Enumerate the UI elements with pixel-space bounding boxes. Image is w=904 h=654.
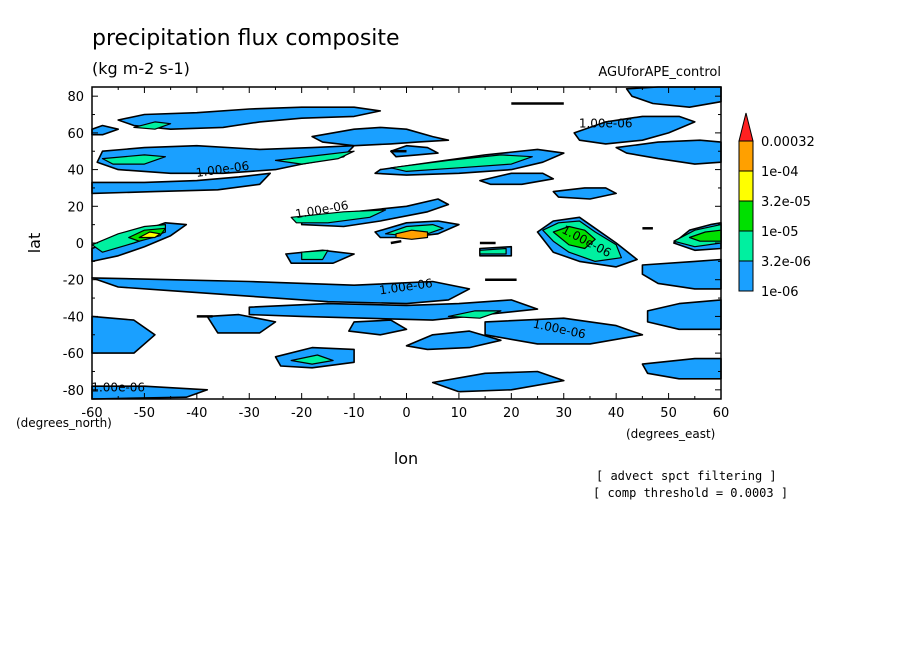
y-tick-label-1: -60	[63, 347, 84, 362]
contour-region-22	[91, 315, 156, 354]
y-axis-ticks: -80 -60 -40 -20 0 20 40 60 80	[63, 90, 721, 399]
contour-region-49	[395, 229, 429, 240]
annotation-threshold: [ comp threshold = 0.0003 ]	[593, 486, 789, 500]
y-tick-label-7: 60	[67, 127, 84, 142]
y-axis-label: lat	[25, 233, 44, 254]
x-tick-label-6: 0	[402, 406, 410, 421]
x-tick-label-1: -50	[134, 406, 155, 421]
colorbar-label-5: 0.00032	[761, 135, 815, 150]
y-axis-units: (degrees_north)	[16, 416, 112, 430]
contour-region-1	[117, 106, 382, 130]
contour-fills	[91, 86, 722, 400]
contour-region-5	[389, 144, 439, 158]
x-axis-units: (degrees_east)	[626, 427, 715, 441]
colorbar-label-3: 3.2e-05	[761, 195, 811, 210]
x-tick-label-3: -30	[239, 406, 260, 421]
contour-region-41	[301, 249, 329, 261]
contour-region-32	[133, 121, 172, 130]
contour-region-46	[552, 225, 596, 250]
contour-region-3	[91, 172, 272, 195]
contour-region-30	[431, 370, 565, 393]
y-tick-label-2: -40	[63, 310, 84, 325]
contour-region-4	[311, 126, 450, 147]
contour-region-34	[274, 150, 355, 165]
colorbar-swatch-2	[738, 200, 754, 232]
contour-region-8	[573, 115, 696, 145]
contour-region-33	[101, 154, 166, 165]
contour-region-11	[552, 187, 618, 200]
contour-label-6: 1.00e-06	[91, 381, 145, 395]
colorbar: 1e-06 3.2e-06 1e-05 3.2e-05 1e-04 0.00032	[738, 112, 815, 300]
contour-region-9	[615, 139, 722, 165]
colorbar-swatch-0	[738, 260, 754, 292]
contour-region-48	[138, 231, 161, 239]
y-tick-label-8: 80	[67, 90, 84, 105]
annotation-filtering: [ advect spct filtering ]	[596, 469, 777, 483]
y-tick-label-0: -80	[63, 384, 84, 399]
contour-region-24	[347, 319, 408, 336]
x-tick-label-11: 50	[660, 406, 677, 421]
y-tick-label-4: 0	[76, 237, 84, 252]
x-tick-label-8: 20	[503, 406, 520, 421]
colorbar-swatch-4	[738, 140, 754, 172]
colorbar-label-4: 1e-04	[761, 165, 799, 180]
contour-region-35	[390, 154, 533, 172]
contour-region-43	[447, 310, 502, 319]
run-label: AGUforAPE_control	[598, 65, 721, 80]
contour-region-10	[625, 86, 722, 108]
x-tick-label-7: 10	[451, 406, 468, 421]
contour-region-7	[479, 172, 555, 186]
colorbar-arrow	[738, 112, 754, 142]
x-axis-label: lon	[394, 449, 418, 468]
contour-region-21	[641, 258, 722, 290]
x-tick-label-9: 30	[555, 406, 572, 421]
contour-lines	[196, 102, 653, 318]
contour-region-25	[405, 330, 502, 351]
contour-region-23	[206, 313, 277, 334]
x-tick-label-0: -60	[81, 406, 102, 421]
y-tick-label-3: -20	[63, 274, 84, 289]
x-tick-label-12: 60	[713, 406, 730, 421]
y-tick-label-6: 40	[67, 164, 84, 179]
colorbar-swatch-3	[738, 170, 754, 202]
contour-region-19	[91, 277, 471, 305]
x-tick-label-4: -20	[291, 406, 312, 421]
colorbar-label-0: 1e-06	[761, 285, 799, 300]
contour-label-0: 1.00e-06	[579, 116, 633, 130]
colorbar-swatch-1	[738, 230, 754, 262]
x-tick-label-10: 40	[608, 406, 625, 421]
x-tick-label-2: -40	[186, 406, 207, 421]
colorbar-label-2: 1e-05	[761, 225, 799, 240]
contour-region-36	[290, 209, 387, 224]
contour-region-26	[484, 317, 644, 345]
contour-line-2	[390, 239, 402, 245]
contour-region-31	[641, 357, 722, 380]
x-axis-ticks: -60 -50 -40 -30 -20 -10 0 10 20 30 40 50 60	[81, 87, 729, 421]
y-tick-label-5: 20	[67, 200, 84, 215]
chart-units: (kg m-2 s-1)	[92, 59, 190, 78]
contour-region-44	[290, 354, 334, 365]
colorbar-label-1: 3.2e-06	[761, 255, 811, 270]
contour-region-27	[646, 299, 722, 331]
contour-region-42	[479, 247, 507, 255]
chart-title: precipitation flux composite	[92, 26, 400, 51]
x-tick-label-5: -10	[343, 406, 364, 421]
